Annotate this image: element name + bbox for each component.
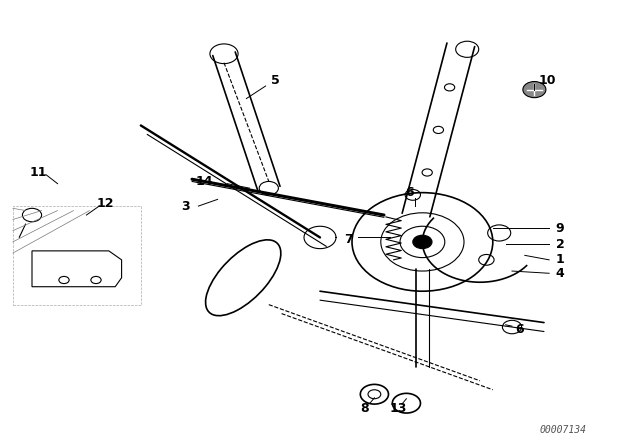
Text: 5: 5 (271, 74, 280, 87)
Text: 14: 14 (196, 175, 214, 188)
Text: 13: 13 (389, 402, 407, 415)
Text: 8: 8 (360, 402, 369, 415)
Text: 4: 4 (556, 267, 564, 280)
Circle shape (523, 82, 546, 98)
Text: 12: 12 (97, 197, 115, 211)
Text: 00007134: 00007134 (540, 425, 587, 435)
Circle shape (413, 235, 432, 249)
Text: 3: 3 (181, 199, 190, 213)
Text: 9: 9 (556, 222, 564, 235)
Text: 7: 7 (344, 233, 353, 246)
Text: 10: 10 (538, 74, 556, 87)
Text: 6: 6 (515, 323, 524, 336)
Text: 1: 1 (556, 253, 564, 267)
Text: 2: 2 (556, 237, 564, 251)
Text: 6: 6 (405, 186, 414, 199)
Text: 11: 11 (29, 166, 47, 179)
